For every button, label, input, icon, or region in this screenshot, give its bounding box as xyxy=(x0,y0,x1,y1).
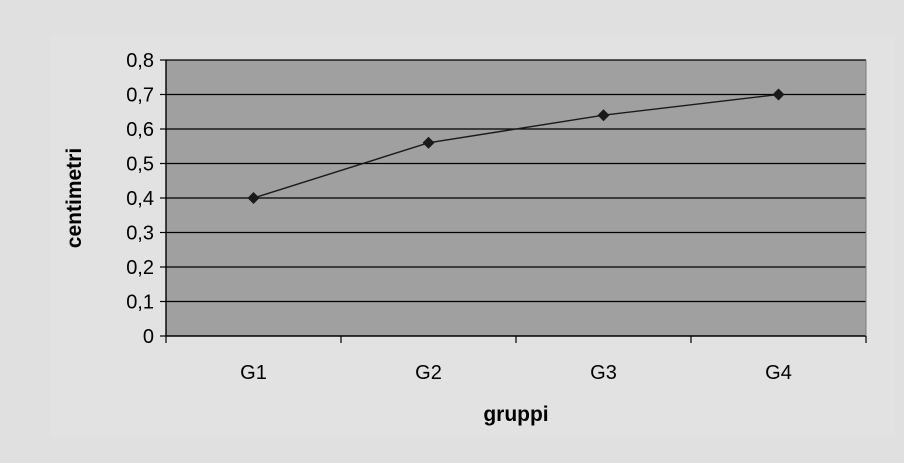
x-tick-labels: G1 G2 G3 G4 xyxy=(240,362,792,384)
y-tick-labels: 0 0,1 0,2 0,3 0,4 0,5 0,6 0,7 0,8 xyxy=(126,50,154,348)
grid-lines xyxy=(166,59,866,303)
x-tick-label: G4 xyxy=(765,362,792,384)
axes xyxy=(160,59,867,343)
data-point-marker xyxy=(772,88,785,101)
x-tick-label: G2 xyxy=(415,362,442,384)
series-layer xyxy=(247,88,785,204)
y-tick-label: 0,4 xyxy=(126,188,154,210)
y-tick-label: 0 xyxy=(143,326,154,348)
data-point-marker xyxy=(247,192,260,204)
series-line xyxy=(253,93,779,199)
y-tick-label: 0,1 xyxy=(126,292,154,314)
y-tick-label: 0,2 xyxy=(126,257,154,279)
x-axis-title: gruppi xyxy=(483,403,548,426)
y-tick-label: 0,7 xyxy=(126,85,154,107)
y-tick-label: 0,6 xyxy=(126,119,154,141)
data-point-marker xyxy=(597,109,610,122)
y-tick-label: 0,3 xyxy=(126,223,154,245)
x-tick-label: G1 xyxy=(240,362,267,384)
y-axis-title: centimetri xyxy=(63,148,86,248)
x-tick-label: G3 xyxy=(590,362,617,384)
data-point-marker xyxy=(422,136,435,149)
y-tick-label: 0,5 xyxy=(126,154,154,176)
y-tick-label: 0,8 xyxy=(126,50,154,72)
